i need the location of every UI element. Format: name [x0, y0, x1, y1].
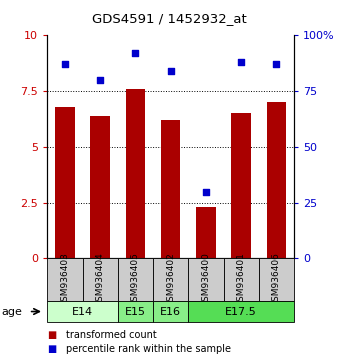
Bar [47, 258, 82, 301]
Text: GSM936405: GSM936405 [131, 252, 140, 307]
Bar [188, 258, 223, 301]
Bar [188, 301, 294, 322]
Text: GSM936400: GSM936400 [201, 252, 211, 307]
Bar [223, 258, 259, 301]
Text: age: age [2, 307, 23, 316]
Text: GSM936406: GSM936406 [272, 252, 281, 307]
Point [168, 68, 173, 74]
Point [239, 59, 244, 65]
Point [97, 77, 103, 83]
Bar [118, 301, 153, 322]
Point [133, 50, 138, 56]
Bar [259, 258, 294, 301]
Bar [126, 89, 145, 258]
Bar [91, 116, 110, 258]
Text: ■: ■ [47, 330, 56, 339]
Bar [267, 102, 286, 258]
Bar [82, 258, 118, 301]
Text: GSM936402: GSM936402 [166, 252, 175, 307]
Point [274, 62, 279, 67]
Text: E17.5: E17.5 [225, 307, 257, 316]
Bar [118, 258, 153, 301]
Bar [196, 207, 216, 258]
Text: percentile rank within the sample: percentile rank within the sample [66, 344, 231, 354]
Text: transformed count: transformed count [66, 330, 156, 339]
Bar [47, 301, 118, 322]
Text: GDS4591 / 1452932_at: GDS4591 / 1452932_at [92, 12, 246, 25]
Text: E14: E14 [72, 307, 93, 316]
Bar [55, 107, 75, 258]
Bar [153, 258, 188, 301]
Point [203, 189, 209, 194]
Text: E15: E15 [125, 307, 146, 316]
Text: GSM936401: GSM936401 [237, 252, 246, 307]
Bar [161, 120, 180, 258]
Text: GSM936403: GSM936403 [61, 252, 69, 307]
Text: ■: ■ [47, 344, 56, 354]
Bar [232, 113, 251, 258]
Text: E16: E16 [160, 307, 181, 316]
Point [62, 62, 68, 67]
Bar [153, 301, 188, 322]
Text: GSM936404: GSM936404 [96, 252, 105, 307]
